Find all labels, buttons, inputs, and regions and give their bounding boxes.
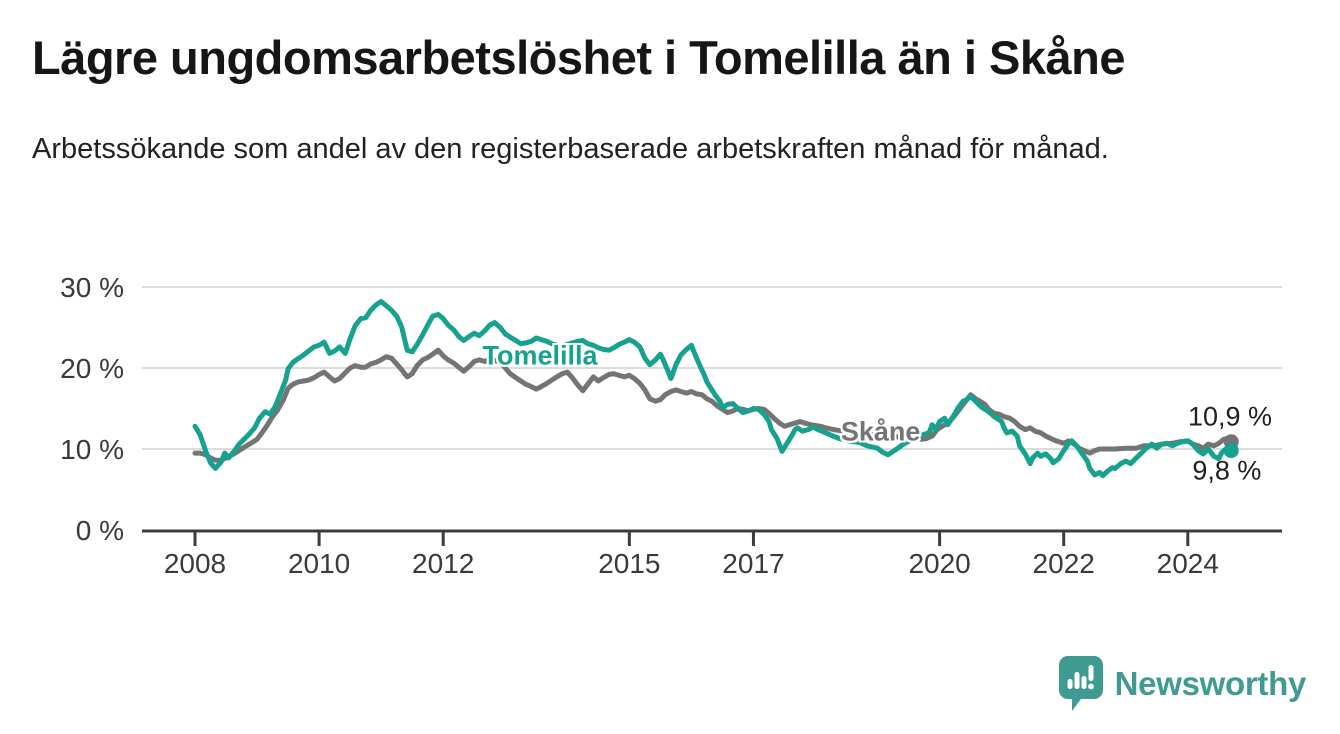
x-axis-label-2008: 2008 <box>164 548 226 579</box>
x-axis-label-2017: 2017 <box>722 548 784 579</box>
y-axis-label-30: 30 % <box>60 272 124 303</box>
x-axis-label-2022: 2022 <box>1033 548 1095 579</box>
series-label-tomelilla: Tomelilla <box>482 340 598 371</box>
newsworthy-logo-icon <box>1058 656 1103 711</box>
y-axis-label-20: 20 % <box>60 353 124 384</box>
chart-subtitle: Arbetssökande som andel av den registerb… <box>32 133 1109 165</box>
x-axis-label-2012: 2012 <box>412 548 474 579</box>
x-axis-label-2020: 2020 <box>908 548 970 579</box>
logo-bar-chart-glyph <box>1067 665 1094 690</box>
newsworthy-wordmark: Newsworthy <box>1114 664 1307 702</box>
newsworthy-logo: Newsworthy <box>1058 655 1306 712</box>
y-axis-label-0: 0 % <box>76 515 124 546</box>
x-axis-label-2015: 2015 <box>598 548 660 579</box>
y-axis-label-10: 10 % <box>60 434 124 465</box>
x-axis-label-2024: 2024 <box>1157 548 1219 579</box>
end-value-label-skane: 10,9 % <box>1187 401 1273 432</box>
x-axis-label-2010: 2010 <box>288 548 350 579</box>
end-dot-tomelilla <box>1223 443 1239 459</box>
line-tomelilla <box>192 299 1234 479</box>
end-value-label-tomelilla: 9,8 % <box>1192 455 1262 486</box>
series-label-skane: Skåne <box>840 416 921 447</box>
line-skåne <box>192 347 1234 463</box>
chart-title: Lägre ungdomsarbetslöshet i Tomelilla än… <box>32 31 1125 84</box>
